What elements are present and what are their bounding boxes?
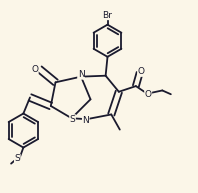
Text: O: O bbox=[138, 67, 145, 76]
Text: N: N bbox=[82, 116, 89, 125]
Text: S: S bbox=[70, 115, 75, 124]
Text: S: S bbox=[14, 154, 20, 163]
Text: N: N bbox=[78, 70, 84, 79]
Text: O: O bbox=[145, 90, 152, 99]
Text: Br: Br bbox=[103, 11, 112, 20]
Text: O: O bbox=[31, 65, 38, 74]
